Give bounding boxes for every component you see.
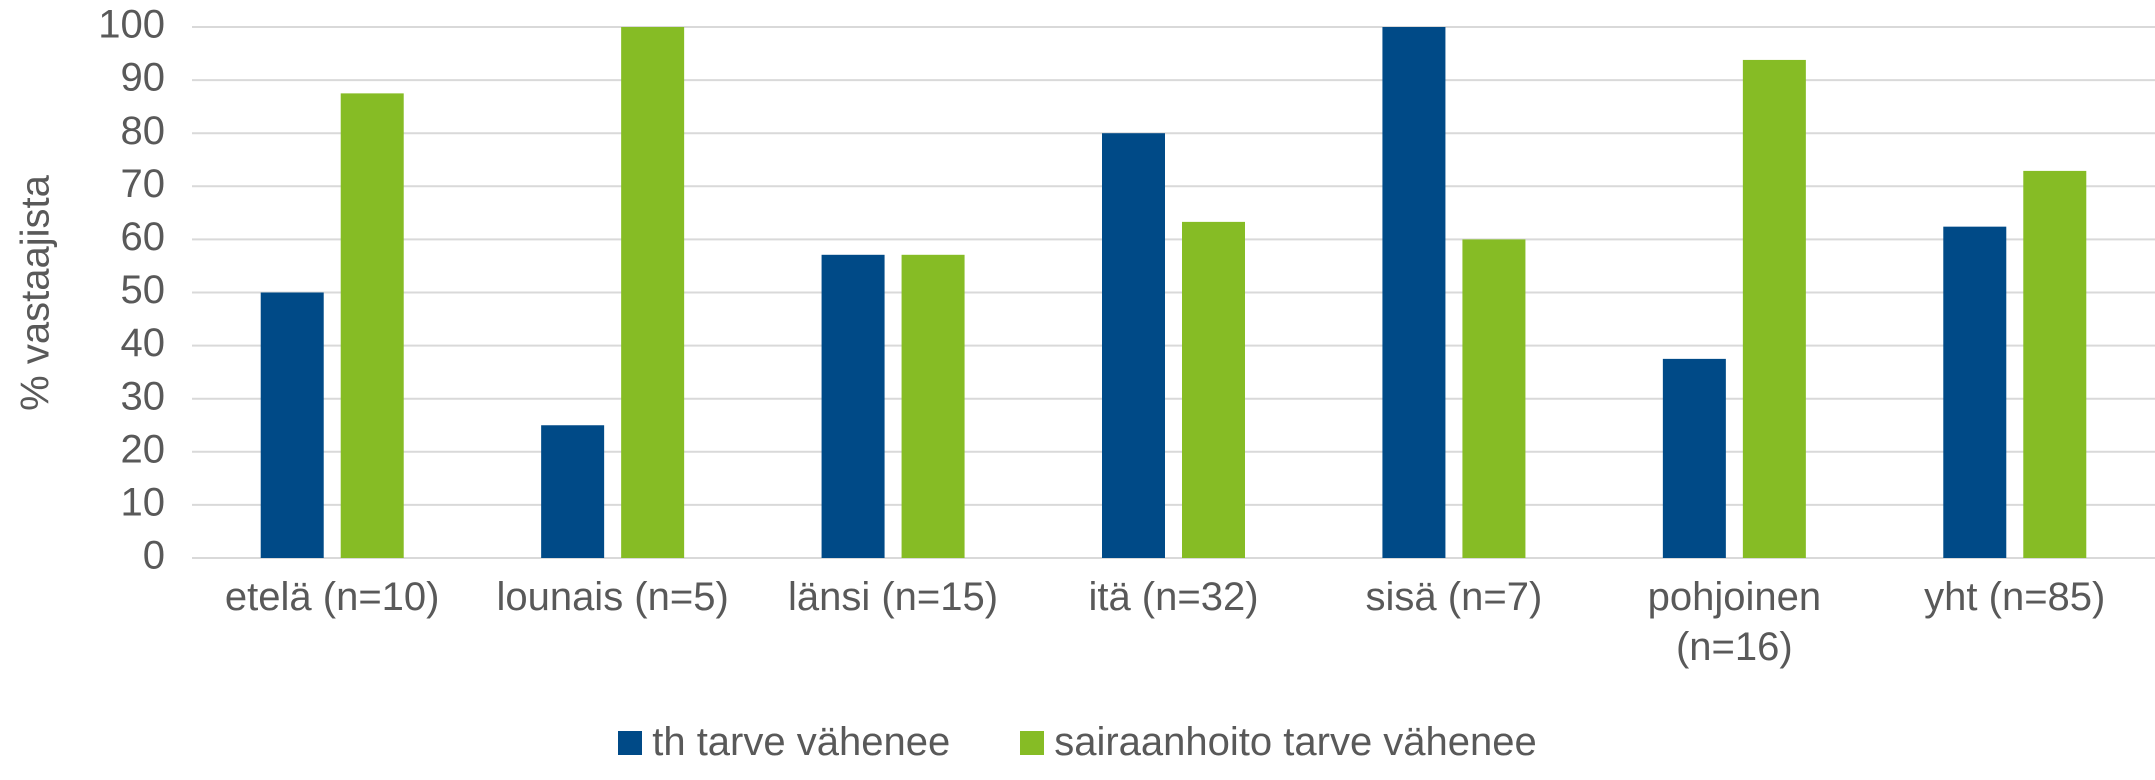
x-tick-label: sisä (n=7): [1365, 575, 1543, 619]
bar: [1662, 358, 1726, 558]
y-tick-label: 30: [121, 374, 166, 418]
y-axis-label: % vastaajista: [14, 174, 58, 410]
bar: [1102, 133, 1165, 558]
y-tick-label: 70: [121, 162, 166, 206]
x-tick-label: itä (n=32): [1088, 575, 1259, 619]
legend-label: th tarve vähenee: [652, 720, 951, 764]
legend-label: sairaanhoito tarve vähenee: [1054, 720, 1537, 764]
y-tick-label: 10: [121, 480, 166, 524]
y-tick-label: 100: [98, 3, 165, 47]
y-tick-label: 90: [121, 56, 166, 100]
bar: [2023, 170, 2087, 558]
bar: [260, 292, 324, 558]
y-tick-label: 80: [121, 109, 166, 153]
bar: [1742, 59, 1806, 559]
y-tick-label: 40: [121, 321, 166, 365]
bar: [1382, 27, 1446, 558]
x-tick-label: etelä (n=10): [224, 575, 440, 619]
y-tick-label: 0: [143, 534, 165, 578]
bar: [821, 254, 885, 558]
x-tick-label: pohjoinen (n=16): [1647, 575, 1822, 669]
y-tick-label: 60: [121, 215, 166, 259]
legend-swatch: [1020, 730, 1045, 755]
bar: [1182, 221, 1245, 558]
bar: [901, 254, 965, 558]
y-tick-label: 20: [121, 427, 166, 471]
x-tick-label: länsi (n=15): [787, 575, 999, 619]
x-tick-label: lounais (n=5): [496, 575, 729, 619]
legend-item: sairaanhoito tarve vähenee: [1020, 720, 1537, 765]
y-tick-label: 50: [121, 268, 166, 312]
legend-item: th tarve vähenee: [618, 720, 950, 765]
bar: [621, 27, 685, 558]
bar: [1462, 239, 1526, 558]
bar: [340, 93, 404, 558]
x-tick-label: yht (n=85): [1924, 575, 2106, 619]
legend: th tarve vähenee sairaanhoito tarve vähen…: [0, 720, 2155, 765]
bar: [541, 425, 605, 558]
legend-swatch: [618, 730, 643, 755]
bar: [1943, 226, 2007, 558]
